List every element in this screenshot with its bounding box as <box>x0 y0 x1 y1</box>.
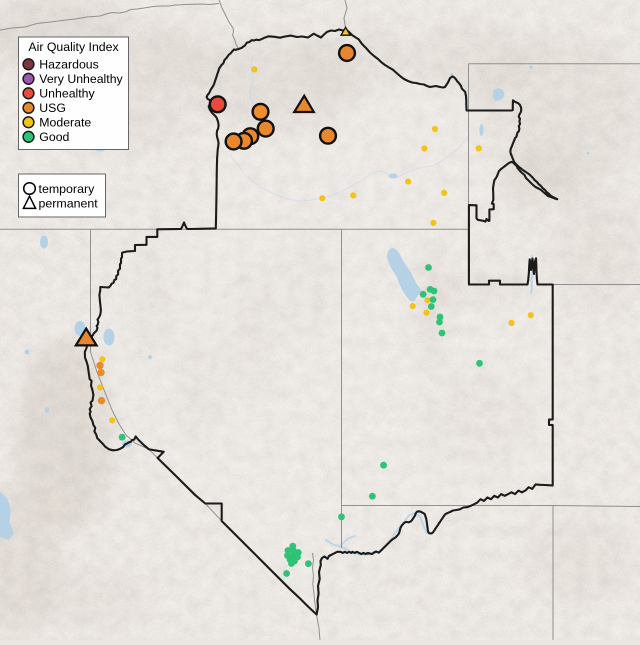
svg-text:USG: USG <box>39 101 66 115</box>
svg-text:permanent: permanent <box>39 196 99 210</box>
svg-text:Good: Good <box>39 130 69 144</box>
svg-text:Unhealthy: Unhealthy <box>39 87 95 101</box>
svg-text:Very Unhealthy: Very Unhealthy <box>39 72 123 86</box>
svg-text:Air Quality Index: Air Quality Index <box>28 40 119 54</box>
svg-text:temporary: temporary <box>39 182 96 196</box>
svg-text:Moderate: Moderate <box>39 116 91 130</box>
svg-text:Hazardous: Hazardous <box>39 58 98 72</box>
